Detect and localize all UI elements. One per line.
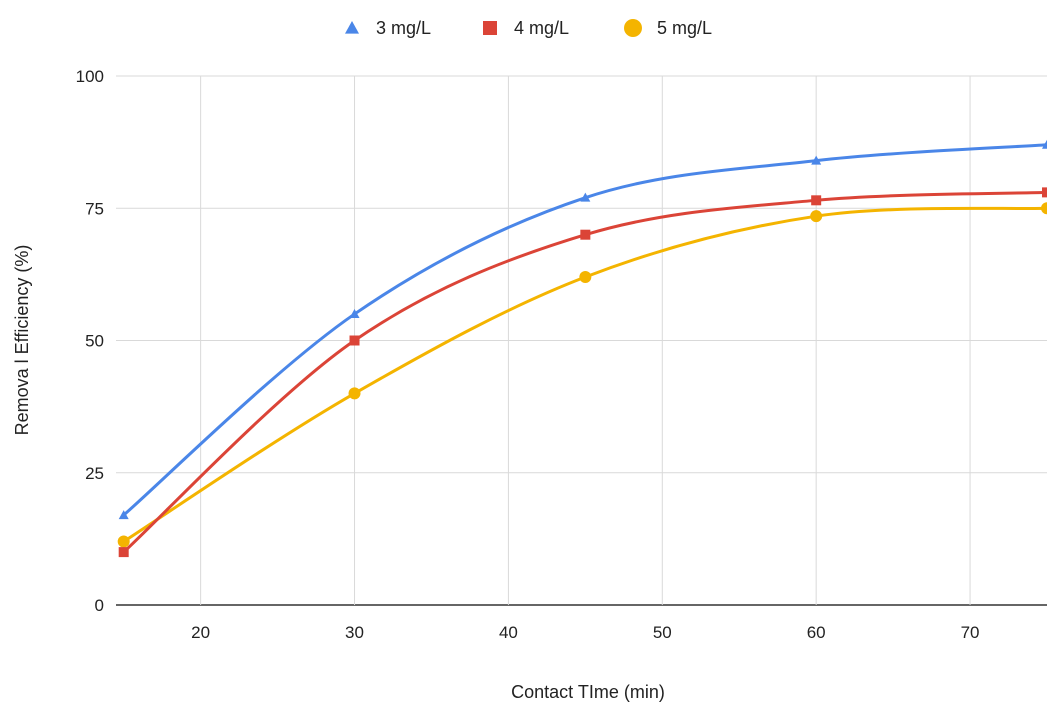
data-point-5-mg-l — [348, 387, 361, 400]
series-line-5-mg-l — [122, 206, 1047, 544]
data-point-5-mg-l — [1041, 202, 1047, 215]
data-point-4-mg-l — [811, 195, 822, 206]
data-point-4-mg-l — [580, 229, 591, 240]
data-point-3-mg-l — [118, 510, 129, 520]
data-point-5-mg-l — [810, 210, 823, 223]
legend-marker-3-mg-l — [345, 21, 359, 34]
data-point-5-mg-l — [117, 535, 130, 548]
x-tick-label: 70 — [961, 623, 980, 642]
y-tick-label: 100 — [76, 67, 104, 86]
data-point-3-mg-l — [811, 155, 822, 165]
data-point-4-mg-l — [118, 547, 129, 558]
legend-label-3-mg-l: 3 mg/L — [376, 18, 431, 38]
y-tick-label: 75 — [85, 199, 104, 218]
legend-label-5-mg-l: 5 mg/L — [657, 18, 712, 38]
x-tick-label: 40 — [499, 623, 518, 642]
data-point-3-mg-l — [580, 192, 591, 202]
x-tick-label: 30 — [345, 623, 364, 642]
y-tick-label: 25 — [85, 464, 104, 483]
legend-marker-4-mg-l — [483, 21, 497, 35]
series-line-4-mg-l — [122, 190, 1047, 554]
data-point-3-mg-l — [349, 309, 360, 319]
x-tick-label: 50 — [653, 623, 672, 642]
data-point-4-mg-l — [1042, 187, 1047, 198]
series-line-3-mg-l — [122, 143, 1047, 517]
legend-label-4-mg-l: 4 mg/L — [514, 18, 569, 38]
x-axis-title: Contact TIme (min) — [511, 682, 665, 702]
x-tick-label: 20 — [191, 623, 210, 642]
y-tick-label: 50 — [85, 332, 104, 351]
legend-marker-5-mg-l — [624, 19, 642, 37]
x-tick-label: 60 — [807, 623, 826, 642]
data-point-3-mg-l — [1042, 139, 1047, 149]
data-point-4-mg-l — [349, 335, 360, 346]
data-point-5-mg-l — [579, 271, 592, 284]
y-tick-label: 0 — [95, 596, 104, 615]
y-axis-title: Remova l Efficiency (%) — [12, 245, 32, 436]
